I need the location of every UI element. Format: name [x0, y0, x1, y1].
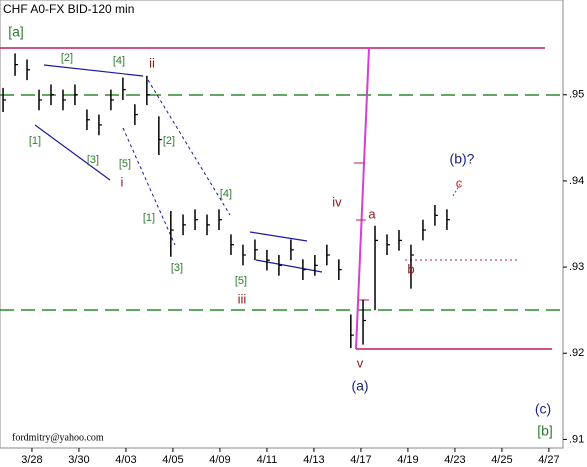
wave-label: iii — [238, 291, 247, 306]
wave-label: [2] — [61, 52, 73, 64]
x-tick-label: 3/28 — [21, 454, 42, 466]
channel-line — [34, 124, 111, 181]
wave-label: i — [121, 174, 124, 189]
channel-line — [43, 64, 144, 77]
x-tick-label: 4/09 — [209, 454, 230, 466]
wave-label: [3] — [87, 154, 99, 166]
chart-title: CHF A0-FX BID-120 min — [3, 2, 134, 16]
x-tick-label: 4/27 — [538, 454, 559, 466]
channel-line — [249, 231, 308, 242]
x-tick-label: 3/30 — [68, 454, 89, 466]
fib-line — [355, 47, 370, 350]
wave-label: [2] — [163, 135, 175, 147]
wave-label: b — [407, 261, 414, 276]
wave-label: iv — [332, 194, 342, 209]
wave-label: [4] — [113, 55, 125, 67]
y-tick-label: .91 — [569, 433, 584, 445]
y-tick-label: .95 — [569, 89, 584, 101]
wave-label: [a] — [8, 24, 24, 40]
y-tick-label: .92 — [569, 347, 584, 359]
x-tick-label: 4/05 — [162, 454, 183, 466]
channel-line — [147, 79, 231, 216]
x-tick-label: 4/25 — [491, 454, 512, 466]
x-tick-label: 4/23 — [444, 454, 465, 466]
footer: fordmitry@yahoo.com — [12, 432, 104, 443]
wave-label: (a) — [351, 378, 368, 394]
wave-label: [1] — [29, 135, 41, 147]
x-tick-label: 4/13 — [303, 454, 324, 466]
x-tick-label: 4/19 — [397, 454, 418, 466]
y-tick-label: .93 — [569, 261, 584, 273]
wave-label: (c) — [535, 401, 551, 417]
wave-label: [b] — [537, 423, 553, 439]
wave-label: [4] — [220, 188, 232, 200]
wave-label: [3] — [171, 262, 183, 274]
wave-label: v — [357, 355, 364, 370]
wave-label: [5] — [119, 158, 131, 170]
wave-label: c — [456, 175, 463, 190]
wave-label: a — [368, 206, 376, 221]
wave-label: [1] — [143, 212, 155, 224]
wave-label: (b)? — [450, 151, 475, 167]
x-tick-label: 4/11 — [257, 454, 278, 466]
y-tick-label: .94 — [569, 175, 584, 187]
plot-area — [0, 0, 564, 449]
wave-label: [5] — [235, 275, 247, 287]
x-tick-label: 4/17 — [350, 454, 371, 466]
x-tick-label: 4/03 — [115, 454, 136, 466]
wave-label: ii — [149, 55, 155, 70]
